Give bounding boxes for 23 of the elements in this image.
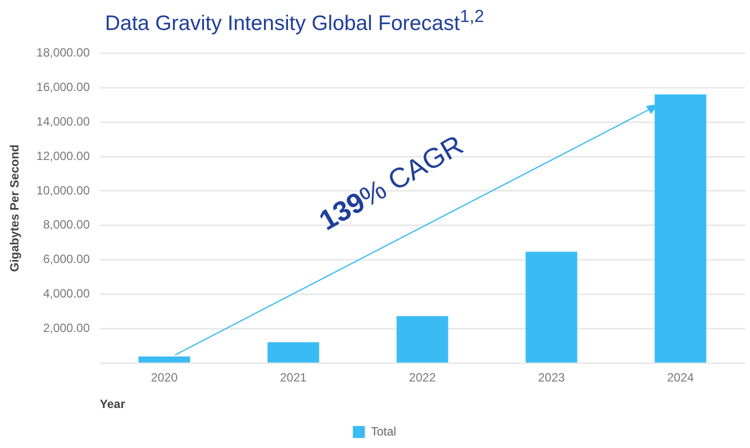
- bar: [268, 342, 320, 362]
- bar: [526, 252, 578, 362]
- y-tick-label: 10,000.00: [36, 183, 90, 198]
- y-tick-label: 18,000.00: [36, 46, 90, 60]
- x-axis-title: Year: [100, 397, 126, 412]
- x-tick-label: 2023: [538, 370, 566, 385]
- bar: [138, 356, 190, 362]
- y-tick-label: 6,000.00: [43, 252, 90, 266]
- x-tick-label: 2020: [150, 370, 178, 385]
- bar: [396, 316, 448, 362]
- legend-label: Total: [370, 424, 396, 438]
- chart-title: Data Gravity Intensity Global Forecast$^{1,2}$: [105, 6, 484, 36]
- y-tick-label: 2,000.00: [43, 321, 90, 336]
- y-tick-label: 8,000.00: [43, 218, 90, 232]
- x-tick-label: 2021: [280, 370, 308, 385]
- y-tick-label: 4,000.00: [43, 286, 90, 301]
- x-tick-label: 2022: [409, 370, 436, 385]
- bar: [654, 94, 706, 362]
- y-tick-label: 16,000.00: [36, 80, 90, 94]
- y-tick-label: 14,000.00: [36, 114, 90, 128]
- x-tick-label: 2024: [667, 370, 694, 385]
- y-axis-title: Gigabytes Per Second: [8, 144, 22, 272]
- y-tick-label: 12,000.00: [36, 148, 90, 163]
